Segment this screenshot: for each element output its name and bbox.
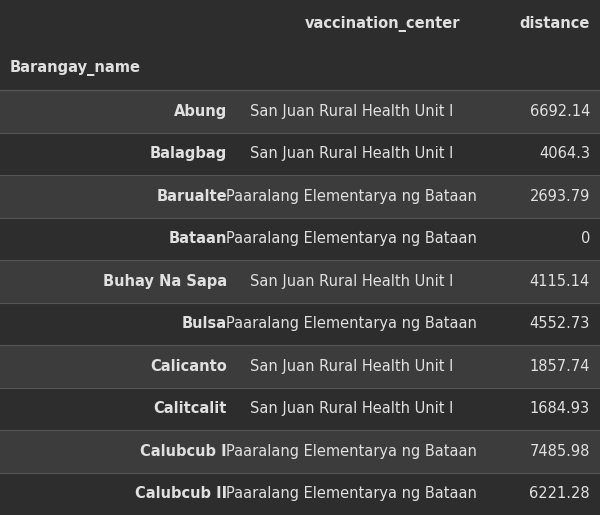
Text: Paaralang Elementarya ng Bataan: Paaralang Elementarya ng Bataan — [226, 486, 477, 501]
Text: 1684.93: 1684.93 — [530, 401, 590, 416]
Text: Calubcub I: Calubcub I — [140, 444, 227, 459]
Bar — [0, 345, 600, 387]
Text: distance: distance — [520, 16, 590, 31]
Text: 4552.73: 4552.73 — [530, 316, 590, 331]
Bar — [0, 430, 600, 472]
Bar — [0, 0, 600, 47]
Text: Abung: Abung — [174, 104, 227, 119]
Bar — [0, 90, 600, 132]
Text: Calubcub II: Calubcub II — [135, 486, 227, 501]
Bar — [0, 472, 600, 515]
Text: Buhay Na Sapa: Buhay Na Sapa — [103, 274, 227, 289]
Text: vaccination_center: vaccination_center — [305, 15, 460, 31]
Text: San Juan Rural Health Unit I: San Juan Rural Health Unit I — [250, 146, 453, 161]
Bar — [0, 47, 600, 90]
Text: Bataan: Bataan — [169, 231, 227, 246]
Text: San Juan Rural Health Unit I: San Juan Rural Health Unit I — [250, 359, 453, 374]
Bar — [0, 175, 600, 217]
Bar — [0, 260, 600, 302]
Text: San Juan Rural Health Unit I: San Juan Rural Health Unit I — [250, 104, 453, 119]
Bar — [0, 387, 600, 430]
Text: San Juan Rural Health Unit I: San Juan Rural Health Unit I — [250, 274, 453, 289]
Text: San Juan Rural Health Unit I: San Juan Rural Health Unit I — [250, 401, 453, 416]
Text: 6221.28: 6221.28 — [529, 486, 590, 501]
Text: 2693.79: 2693.79 — [530, 189, 590, 204]
Bar — [0, 132, 600, 175]
Text: 4064.3: 4064.3 — [539, 146, 590, 161]
Text: Paaralang Elementarya ng Bataan: Paaralang Elementarya ng Bataan — [226, 189, 477, 204]
Bar — [0, 217, 600, 260]
Text: Paaralang Elementarya ng Bataan: Paaralang Elementarya ng Bataan — [226, 316, 477, 331]
Text: 6692.14: 6692.14 — [530, 104, 590, 119]
Text: Calicanto: Calicanto — [150, 359, 227, 374]
Text: 4115.14: 4115.14 — [530, 274, 590, 289]
Text: Balagbag: Balagbag — [150, 146, 227, 161]
Text: 1857.74: 1857.74 — [530, 359, 590, 374]
Text: Calitcalit: Calitcalit — [154, 401, 227, 416]
Text: Bulsa: Bulsa — [182, 316, 227, 331]
Text: Barualte: Barualte — [157, 189, 227, 204]
Bar — [0, 302, 600, 345]
Text: Paaralang Elementarya ng Bataan: Paaralang Elementarya ng Bataan — [226, 444, 477, 459]
Text: 7485.98: 7485.98 — [530, 444, 590, 459]
Text: Paaralang Elementarya ng Bataan: Paaralang Elementarya ng Bataan — [226, 231, 477, 246]
Text: Barangay_name: Barangay_name — [10, 60, 141, 77]
Text: 0: 0 — [581, 231, 590, 246]
